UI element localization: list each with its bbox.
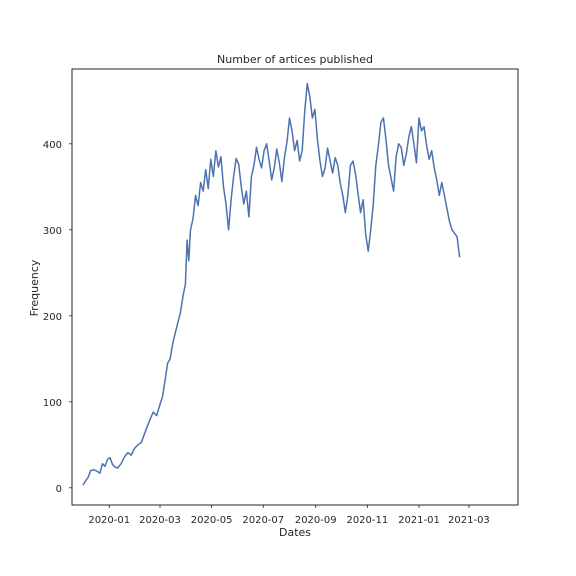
plot-area xyxy=(72,69,518,505)
x-tick-label: 2021-03 xyxy=(448,515,490,526)
x-tick-label: 2020-11 xyxy=(346,515,388,526)
x-tick-label: 2021-01 xyxy=(398,515,440,526)
plot-frame xyxy=(71,68,519,506)
y-tick-label: 100 xyxy=(43,398,62,409)
y-tick-label: 300 xyxy=(43,226,62,237)
chart-title: Number of artices published xyxy=(217,53,373,66)
y-tick-label: 400 xyxy=(43,140,62,151)
x-tick-label: 2020-03 xyxy=(139,515,181,526)
x-axis-label: Dates xyxy=(279,526,311,539)
x-tick-label: 2020-01 xyxy=(88,515,130,526)
y-axis-ticks: 0 100 200 300 400 xyxy=(43,140,72,495)
y-axis-label: Frequency xyxy=(28,259,41,316)
y-tick-label: 200 xyxy=(43,312,62,323)
y-tick-label: 0 xyxy=(56,484,62,495)
x-tick-label: 2020-09 xyxy=(295,515,337,526)
x-tick-label: 2020-05 xyxy=(191,515,233,526)
series-line xyxy=(82,82,461,486)
series-layer xyxy=(82,82,461,486)
x-tick-label: 2020-07 xyxy=(242,515,284,526)
